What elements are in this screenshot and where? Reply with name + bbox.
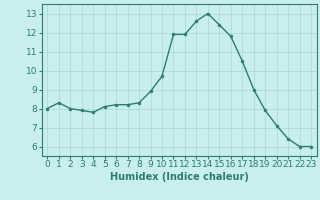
X-axis label: Humidex (Indice chaleur): Humidex (Indice chaleur)	[110, 172, 249, 182]
